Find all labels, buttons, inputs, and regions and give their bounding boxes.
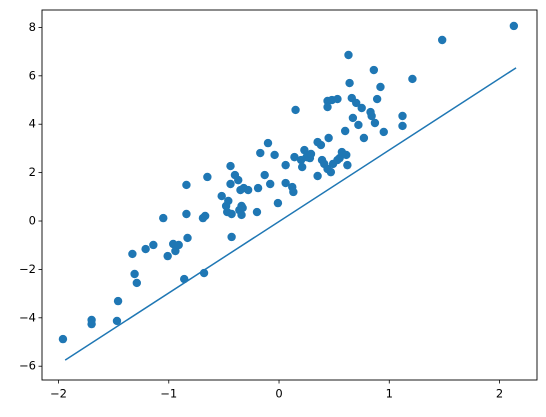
scatter-point [357, 103, 366, 113]
scatter-point [238, 203, 247, 213]
scatter-point [130, 269, 139, 279]
scatter-point [372, 94, 382, 104]
scatter-point [227, 232, 236, 242]
scatter-point [297, 162, 307, 172]
scatter-point [226, 179, 235, 189]
scatter-point [281, 160, 290, 170]
scatter-point [270, 150, 279, 160]
y-tick-label: −6 [19, 359, 36, 373]
x-tick-label: 1 [386, 387, 393, 401]
y-tick-label: 8 [29, 20, 36, 34]
scatter-point [260, 170, 269, 180]
scatter-point [113, 296, 123, 306]
scatter-point [354, 120, 363, 130]
fit-line [64, 67, 517, 361]
x-tick-label: −1 [160, 387, 177, 401]
axes-frame [41, 9, 538, 381]
scatter-point [180, 274, 189, 284]
scatter-point [256, 148, 265, 158]
scatter-point [398, 111, 407, 121]
scatter-point [149, 240, 158, 250]
scatter-point [217, 191, 226, 201]
y-tick-label: 0 [29, 214, 36, 228]
y-tick-label: 2 [29, 165, 36, 179]
scatter-point [243, 185, 253, 195]
scatter-point [509, 21, 519, 31]
scatter-point [224, 196, 233, 206]
x-tick-label: −2 [50, 387, 67, 401]
scatter-point [163, 251, 172, 261]
scatter-point [359, 133, 369, 143]
scatter-point [132, 278, 142, 288]
scatter-point [174, 240, 183, 250]
x-tick-label: 0 [275, 387, 282, 401]
scatter-point [379, 127, 388, 137]
scatter-point [289, 187, 298, 197]
scatter-point [273, 198, 283, 208]
scatter-point [266, 179, 275, 189]
scatter-point [226, 161, 235, 171]
y-tick-label: 4 [29, 117, 36, 131]
scatter-point [300, 145, 309, 155]
scatter-point [326, 167, 336, 177]
scatter-point [316, 140, 326, 150]
scatter-point [87, 319, 96, 329]
scatter-point [367, 111, 376, 121]
scatter-point [343, 160, 352, 170]
scatter-point [323, 102, 332, 112]
scatter-point [324, 133, 333, 143]
scatter-point [376, 82, 385, 92]
scatter-point [112, 316, 122, 326]
scatter-point [237, 210, 246, 220]
scatter-point [200, 211, 210, 221]
scatter-point [234, 175, 243, 185]
scatter-point [345, 78, 354, 88]
scatter-point [128, 249, 137, 259]
scatter-point [313, 171, 322, 181]
scatter-point [408, 74, 417, 84]
scatter-point [58, 334, 68, 344]
scatter-point [227, 209, 236, 219]
scatter-point [333, 94, 342, 104]
scatter-point [291, 105, 300, 115]
scatter-point [203, 172, 212, 182]
scatter-point [159, 213, 168, 223]
scatter-point [351, 98, 361, 108]
scatter-point [252, 207, 262, 217]
scatter-point [348, 113, 358, 123]
scatter-point [141, 244, 150, 254]
scatter-point [370, 118, 380, 128]
scatter-point [182, 209, 191, 219]
scatter-point [398, 121, 407, 131]
y-tick-label: 6 [29, 68, 36, 82]
scatter-point [290, 152, 299, 162]
scatter-point [183, 233, 192, 243]
scatter-point [342, 150, 351, 160]
x-tick-label: 2 [496, 387, 503, 401]
scatter-point [253, 183, 263, 193]
scatter-point [306, 149, 316, 159]
scatter-point [437, 35, 447, 45]
scatter-point [369, 65, 379, 75]
scatter-point [344, 50, 353, 60]
scatter-point [263, 138, 273, 148]
scatter-point [340, 126, 350, 136]
y-tick-label: −4 [19, 310, 36, 324]
scatter-point [281, 178, 290, 188]
y-tick-label: −2 [19, 262, 36, 276]
scatter-point [182, 180, 191, 190]
